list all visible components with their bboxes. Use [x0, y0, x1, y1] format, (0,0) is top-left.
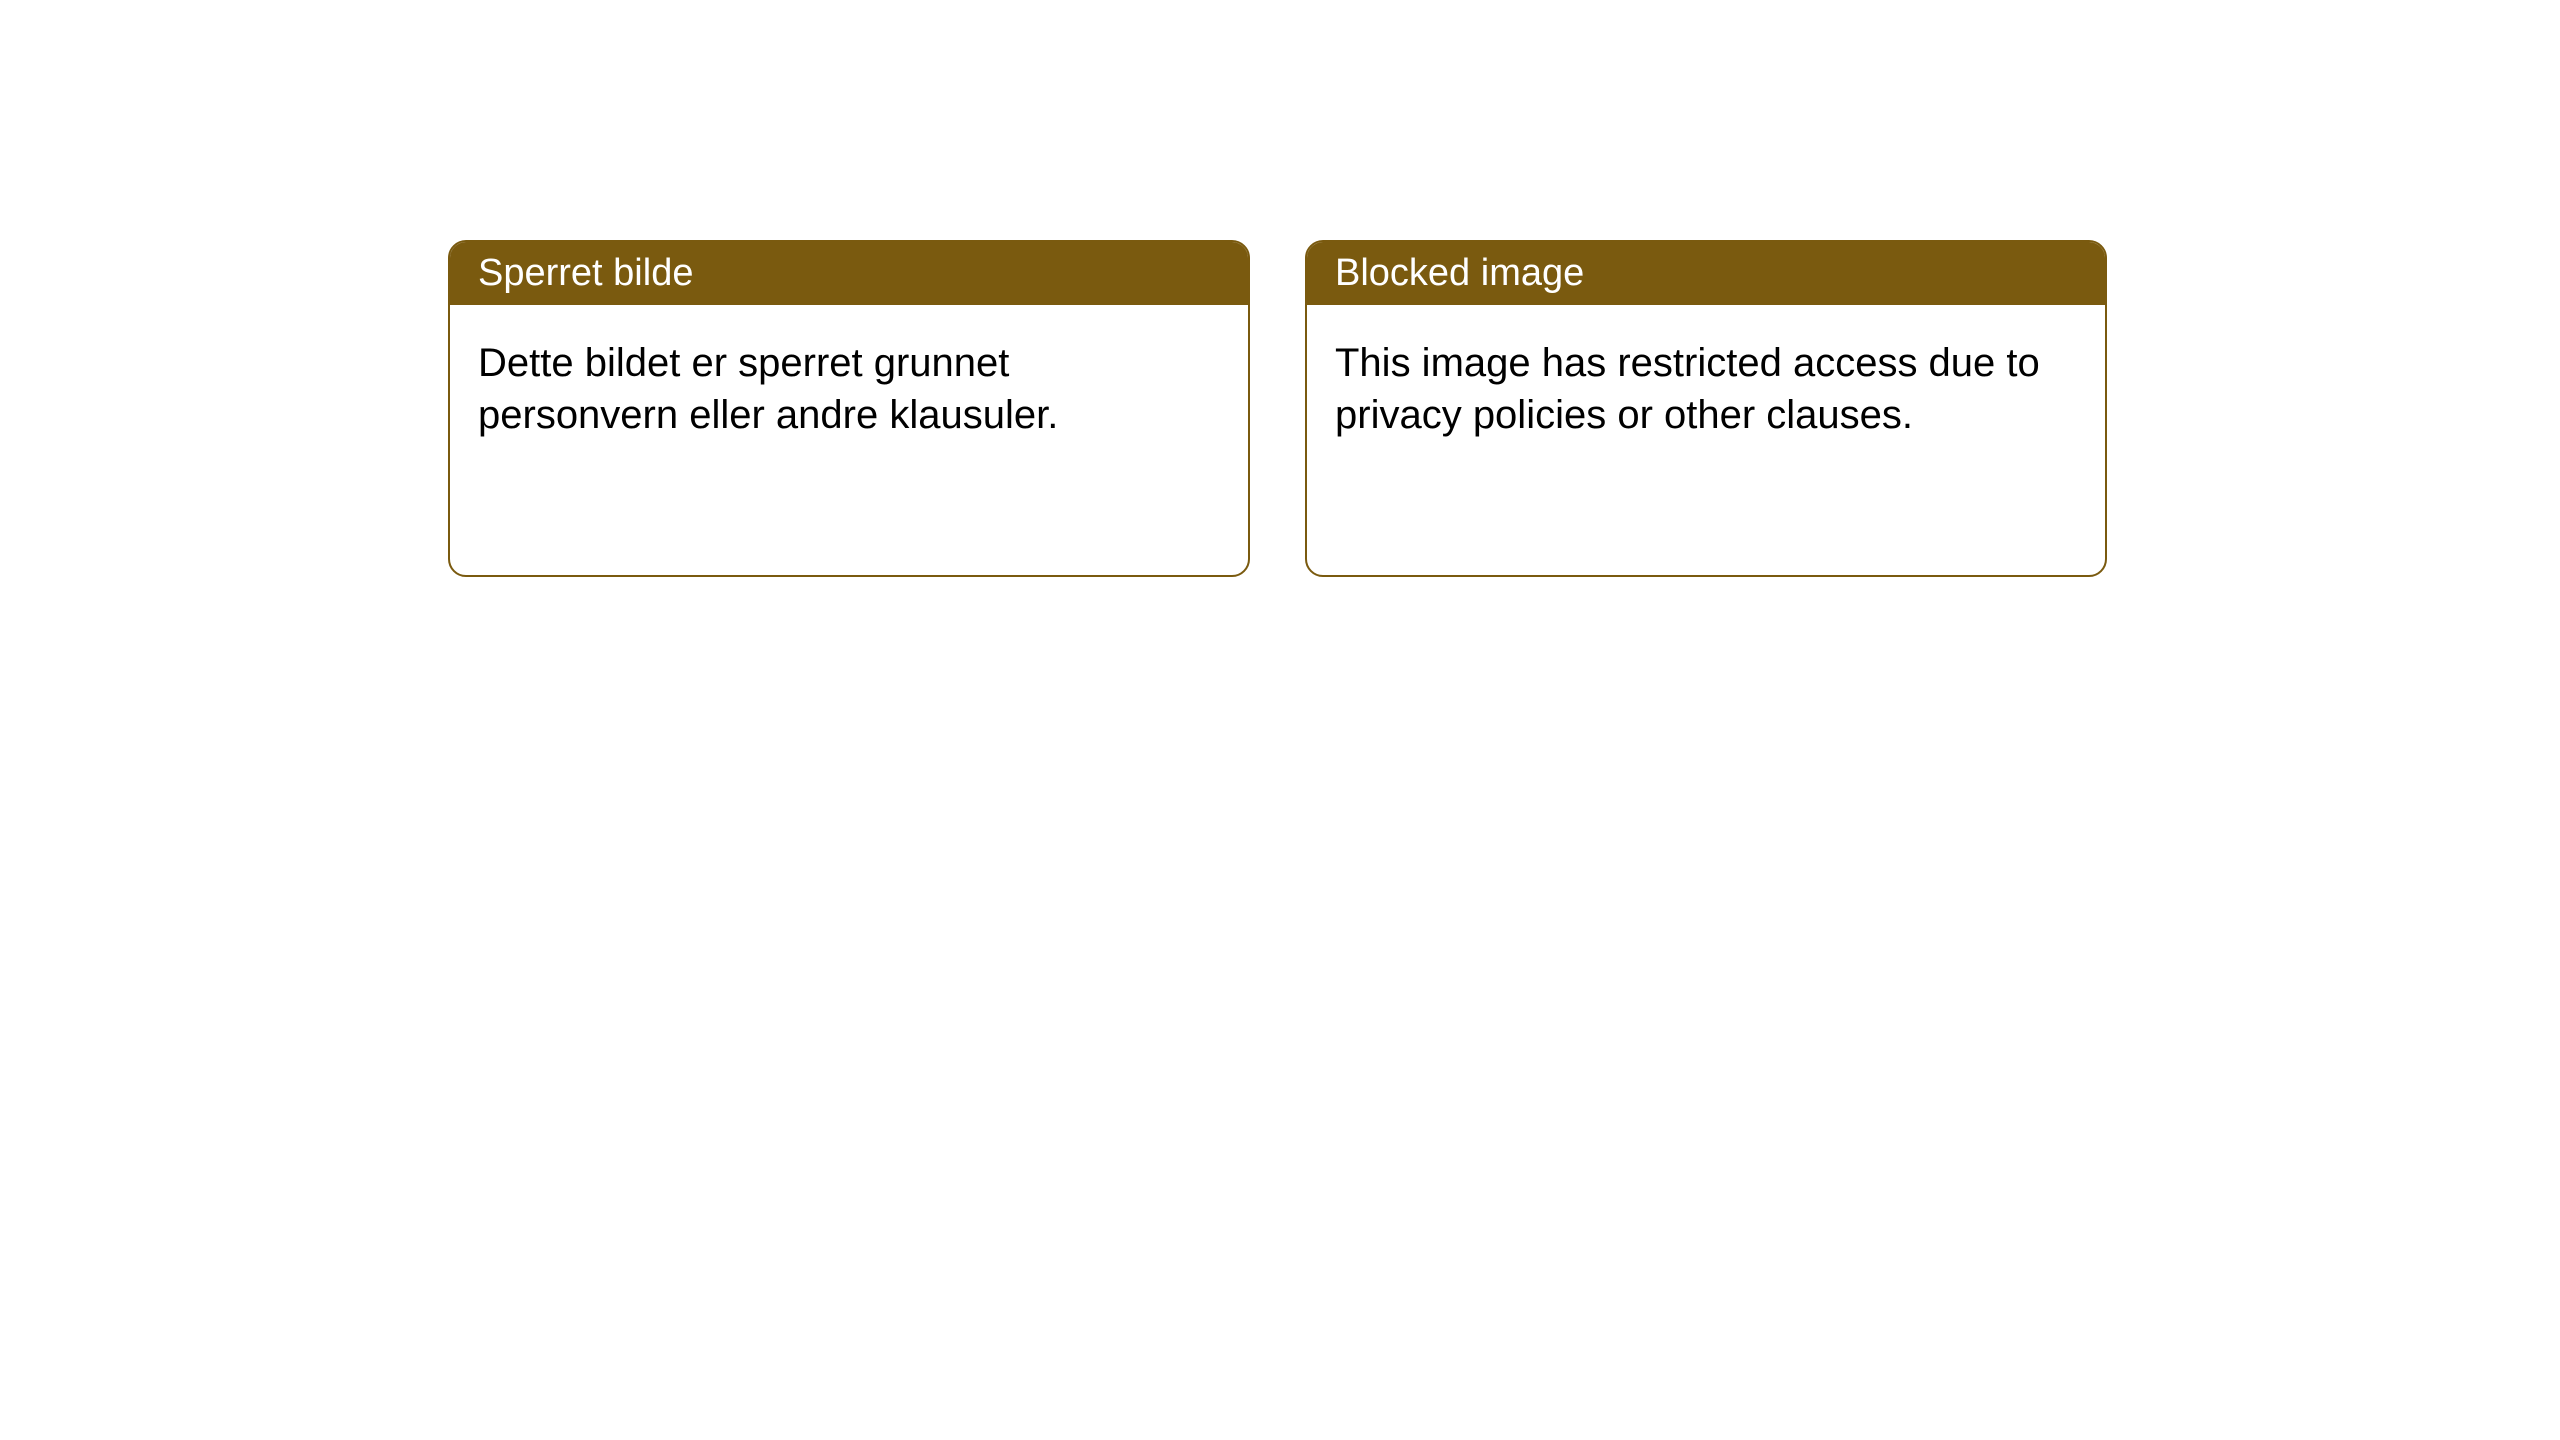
notice-card-english: Blocked image This image has restricted …: [1305, 240, 2107, 577]
notice-body: Dette bildet er sperret grunnet personve…: [450, 305, 1248, 575]
notice-title: Sperret bilde: [450, 242, 1248, 305]
notice-title: Blocked image: [1307, 242, 2105, 305]
notice-card-norwegian: Sperret bilde Dette bildet er sperret gr…: [448, 240, 1250, 577]
notice-body: This image has restricted access due to …: [1307, 305, 2105, 575]
notice-container: Sperret bilde Dette bildet er sperret gr…: [0, 0, 2560, 577]
